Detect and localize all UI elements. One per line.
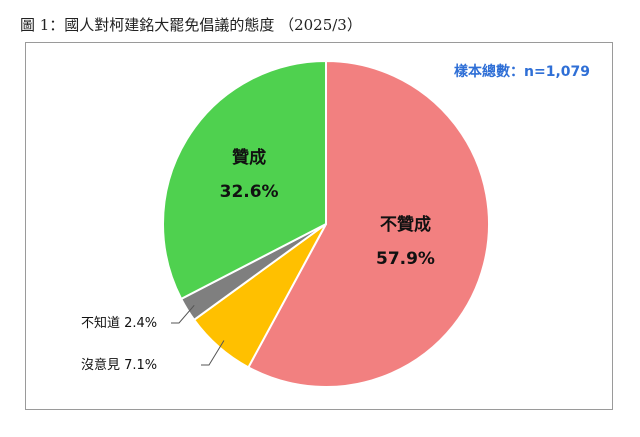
pie-chart: 不贊成 57.9% 贊成 32.6% 不知道 2.4% 沒意見 7.1% [81,59,490,388]
slice-label-3: 贊成 [232,147,266,168]
slice-value-3: 32.6% [220,182,279,202]
slice-label-0: 不贊成 [380,214,431,235]
leader-line-2 [171,304,195,324]
sample-size-label: 樣本總數：n=1,079 [454,64,590,80]
external-label-1: 沒意見 7.1% [81,357,157,373]
external-label-2: 不知道 2.4% [81,315,157,331]
leader-line-1 [201,340,225,366]
pie-slice-0 [247,59,490,388]
chart-frame: 樣本總數：n=1,079 不贊成 57.9% 贊成 32.6% 不知道 2.4% 沒意見 … [25,42,613,410]
pie-slice-3 [162,59,327,301]
slice-value-0: 57.9% [376,249,435,269]
chart-title: 圖 1：國人對柯建銘大罷免倡議的態度 （2025/3） [20,16,362,34]
